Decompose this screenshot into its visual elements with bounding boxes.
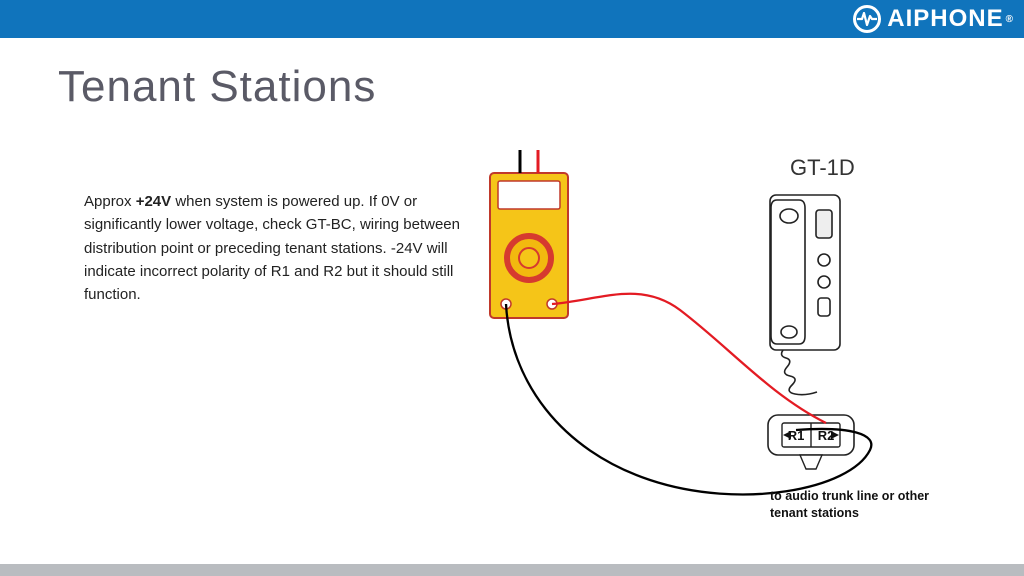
device-model-label: GT-1D (790, 155, 855, 181)
terminal-caption: to audio trunk line or other tenant stat… (770, 488, 950, 522)
handset-station-icon (770, 195, 840, 395)
logo-mark-icon (853, 5, 881, 33)
terminal-block-icon: R1 R2 (768, 415, 854, 469)
terminal-r2-label: R2 (818, 428, 835, 443)
instruction-text: Approx +24V when system is powered up. I… (84, 190, 464, 306)
wire-black (506, 304, 871, 494)
terminal-r1-label: R1 (788, 428, 805, 443)
multimeter-icon (490, 150, 568, 318)
page-title: Tenant Stations (58, 62, 376, 112)
footer-bar (0, 564, 1024, 576)
brand-logo: AIPHONE ® (853, 5, 1014, 33)
logo-text: AIPHONE (887, 5, 1003, 33)
header-bar: AIPHONE ® (0, 0, 1024, 38)
wire-red (552, 294, 826, 423)
text-prefix: Approx (84, 193, 136, 210)
registered-mark: ® (1006, 14, 1014, 25)
voltage-value: +24V (136, 193, 171, 210)
